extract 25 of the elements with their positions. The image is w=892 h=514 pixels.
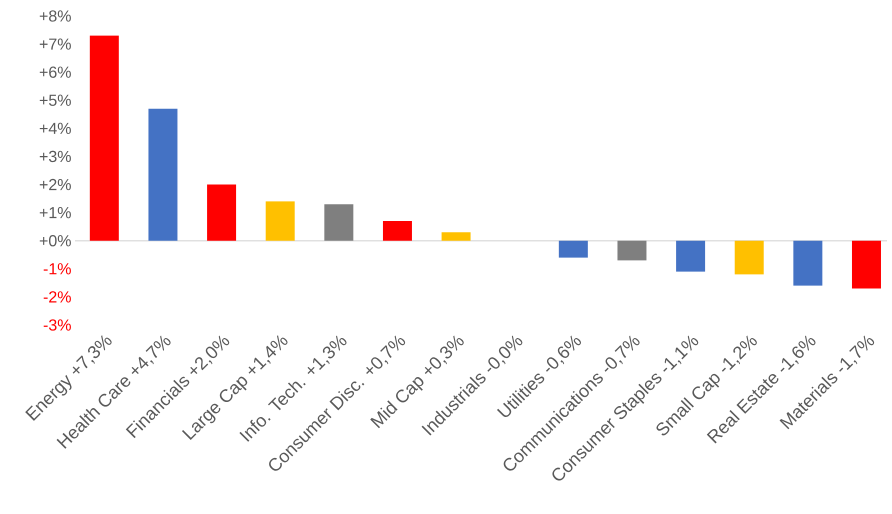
bar [207, 184, 236, 241]
y-tick-label: +0% [40, 235, 71, 246]
y-tick-label: +8% [40, 10, 71, 22]
y-tick-label: +7% [40, 38, 71, 50]
y-tick-label: +1% [40, 207, 71, 218]
y-tick-label: -2% [44, 291, 71, 303]
bar [558, 240, 588, 258]
bar [734, 240, 764, 274]
bar [148, 108, 178, 241]
y-tick-label: -1% [44, 263, 71, 274]
y-tick-label: +6% [40, 66, 71, 78]
bar [324, 204, 354, 241]
y-tick-label: +2% [40, 178, 71, 190]
bar [793, 240, 822, 286]
bar [442, 232, 471, 241]
bar [676, 240, 706, 272]
y-tick-label: +4% [40, 122, 71, 134]
bar [852, 240, 881, 288]
y-tick-label: +3% [40, 150, 71, 162]
y-tick-label: -3% [44, 319, 71, 331]
bar [617, 240, 646, 260]
bar [382, 221, 412, 241]
bar [266, 201, 295, 241]
y-tick-label: +5% [40, 94, 71, 106]
bar [90, 36, 119, 241]
